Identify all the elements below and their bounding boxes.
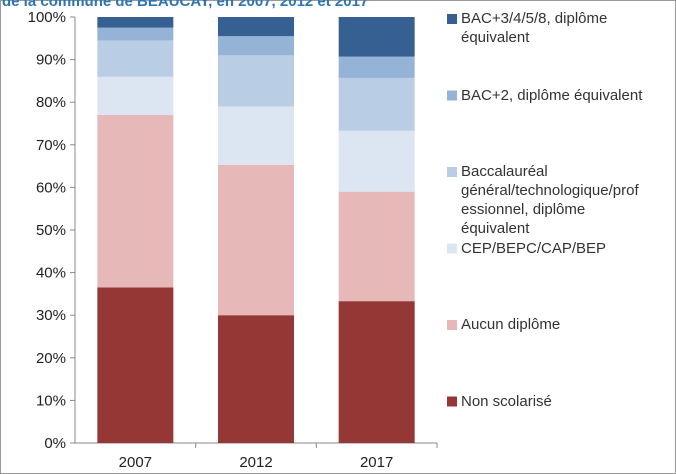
y-tick-label: 70% — [36, 137, 66, 154]
y-tick-label: 10% — [36, 392, 66, 409]
legend-swatch — [447, 396, 457, 407]
x-tick-label: 2007 — [119, 454, 152, 471]
legend-label: BAC+2, diplôme équivalent — [461, 86, 643, 104]
y-tick-label: 90% — [36, 52, 66, 69]
bar-segment — [218, 106, 294, 165]
legend-swatch — [447, 320, 457, 330]
bar-segment — [218, 36, 294, 56]
bar-segment — [218, 55, 294, 107]
x-tick-label: 2017 — [360, 454, 393, 471]
bar-segment — [97, 114, 174, 288]
x-tick-label: 2012 — [239, 454, 272, 471]
legend-label: Aucun diplôme — [461, 316, 561, 333]
bar-segment — [338, 56, 415, 78]
bar-segment — [338, 191, 415, 302]
bar-segment — [97, 40, 174, 77]
bar-segment — [218, 164, 294, 316]
legend-label: Non scolarisé — [461, 392, 552, 410]
legend-swatch — [447, 243, 457, 254]
bar-segment — [97, 27, 174, 41]
y-tick-label: 80% — [36, 94, 66, 111]
bar-segment — [97, 17, 174, 28]
y-tick-label: 50% — [36, 222, 66, 239]
bar-segment — [338, 77, 415, 131]
y-tick-label: 0% — [44, 435, 66, 452]
bar-segment — [218, 17, 294, 37]
bar-segment — [338, 17, 415, 57]
legend-swatch — [447, 14, 457, 24]
legend-swatch — [447, 167, 457, 177]
legend-label: Baccalauréal général/technologique/profe… — [461, 163, 639, 237]
bar-segment — [338, 130, 415, 192]
legend-label: BAC+3/4/5/8, diplôme équivalent — [461, 10, 608, 46]
y-tick-label: 40% — [36, 265, 66, 282]
bar-segment — [338, 301, 415, 443]
chart-title: de la commune de BEAUCAY, en 2007, 2012 … — [2, 0, 368, 10]
y-tick-label: 100% — [28, 9, 66, 26]
y-tick-label: 60% — [36, 179, 66, 196]
bar-segment — [97, 76, 174, 115]
bar-segment — [97, 287, 174, 443]
legend-swatch — [447, 90, 457, 101]
y-tick-label: 30% — [36, 307, 66, 324]
bar-segment — [218, 315, 294, 443]
legend-label: CEP/BEPC/CAP/BEP — [461, 239, 607, 257]
y-tick-label: 20% — [36, 350, 66, 367]
